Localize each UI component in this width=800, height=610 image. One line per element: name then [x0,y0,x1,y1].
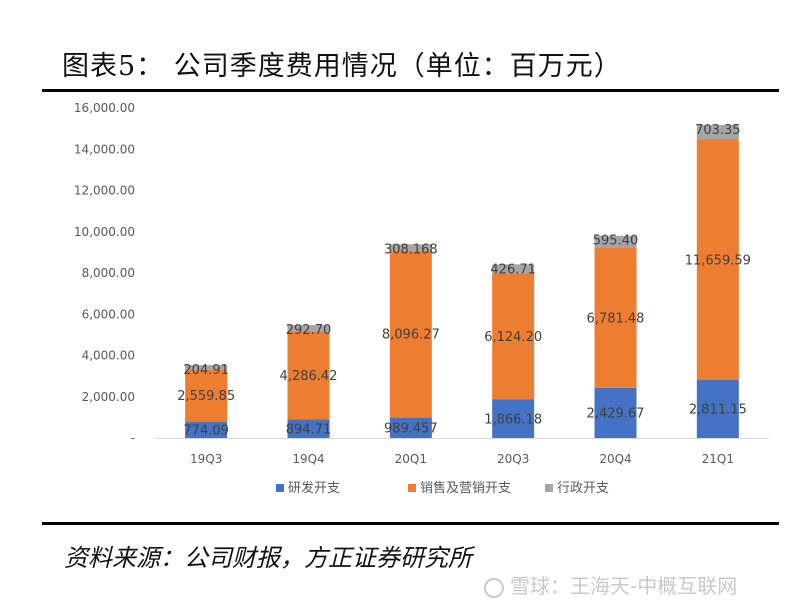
data-label: 2,559.85 [177,389,235,404]
data-label: 8,096.27 [382,328,440,343]
figure-title: 图表5： 公司季度费用情况（单位：百万元） [62,51,622,82]
y-tick-label: - [131,431,135,445]
y-tick-label: 10,000.00 [74,225,135,239]
bar-segment-2 [696,139,739,381]
legend-swatch [276,484,284,492]
data-label: 1,866.18 [484,412,542,427]
bar-segment-2 [492,273,535,400]
x-tick-label: 20Q4 [599,452,631,466]
legend-label: 销售及营销开支 [420,480,511,496]
bar-segment-3 [594,235,637,249]
data-label: 6,124.20 [484,330,542,345]
data-label: 703.35 [695,123,741,138]
y-tick-label: 12,000.00 [74,184,135,198]
data-label: 426.71 [490,262,536,277]
y-tick-label: 6,000.00 [82,307,135,321]
bar-segment-1 [696,380,739,438]
bar-segment-2 [389,250,432,418]
data-label: 6,781.48 [587,311,645,326]
x-tick-label: 19Q4 [292,452,324,466]
bar-segment-3 [696,125,739,140]
legend-swatch [545,484,553,492]
data-label: 308.168 [384,242,438,257]
y-tick-label: 2,000.00 [82,390,135,404]
bar-segment-1 [594,387,637,438]
source-note: 资料来源：公司财报，方正证券研究所 [64,544,472,572]
bar-segment-1 [287,419,330,438]
data-label: 2,429.67 [587,406,645,421]
bar-segment-1 [185,422,228,438]
y-tick-label: 8,000.00 [82,266,135,280]
bar-segment-1 [492,399,535,438]
data-label: 292.70 [286,323,332,338]
legend-swatch [408,484,416,492]
stacked-bar-chart: - 2,000.00 4,000.00 6,000.00 8,000.00 10,000.… [42,92,779,522]
legend-label: 行政开支 [557,481,609,496]
watermark-text: 雪球：王海天-中概互联网 [510,574,738,598]
bar-segment-1 [389,417,432,438]
data-label: 204.91 [183,363,229,378]
watermark: 雪球：王海天-中概互联网 [484,570,737,599]
data-label: 2,811.15 [689,403,747,418]
data-label: 989.457 [384,421,438,436]
x-tick-label: 19Q3 [190,452,222,466]
y-tick-label: 4,000.00 [82,349,135,363]
bar-segment-3 [389,244,432,251]
x-tick-label: 21Q1 [702,452,734,466]
bar-segment-2 [185,369,228,423]
data-label: 11,659.59 [685,253,751,268]
snowball-logo-icon [484,577,504,598]
chart-canvas: - 2,000.00 4,000.00 6,000.00 8,000.00 10,000.… [74,101,769,496]
bar-segment-2 [594,248,637,388]
bar-segment-3 [492,264,535,274]
bar-segment-3 [185,365,228,370]
top-rule [42,89,779,92]
bar-segment-3 [287,325,330,332]
bottom-rule [42,522,779,525]
y-tick-label: 16,000.00 [74,101,135,115]
data-label: 4,286.42 [280,369,338,384]
bar-segment-2 [287,331,330,420]
data-label: 894.71 [286,422,332,437]
x-tick-label: 20Q3 [497,452,529,466]
data-label: 595.40 [593,234,639,249]
legend-label: 研发开支 [288,480,340,496]
y-tick-label: 14,000.00 [74,142,135,156]
x-tick-label: 20Q1 [395,452,427,466]
data-label: 774.09 [183,424,229,439]
